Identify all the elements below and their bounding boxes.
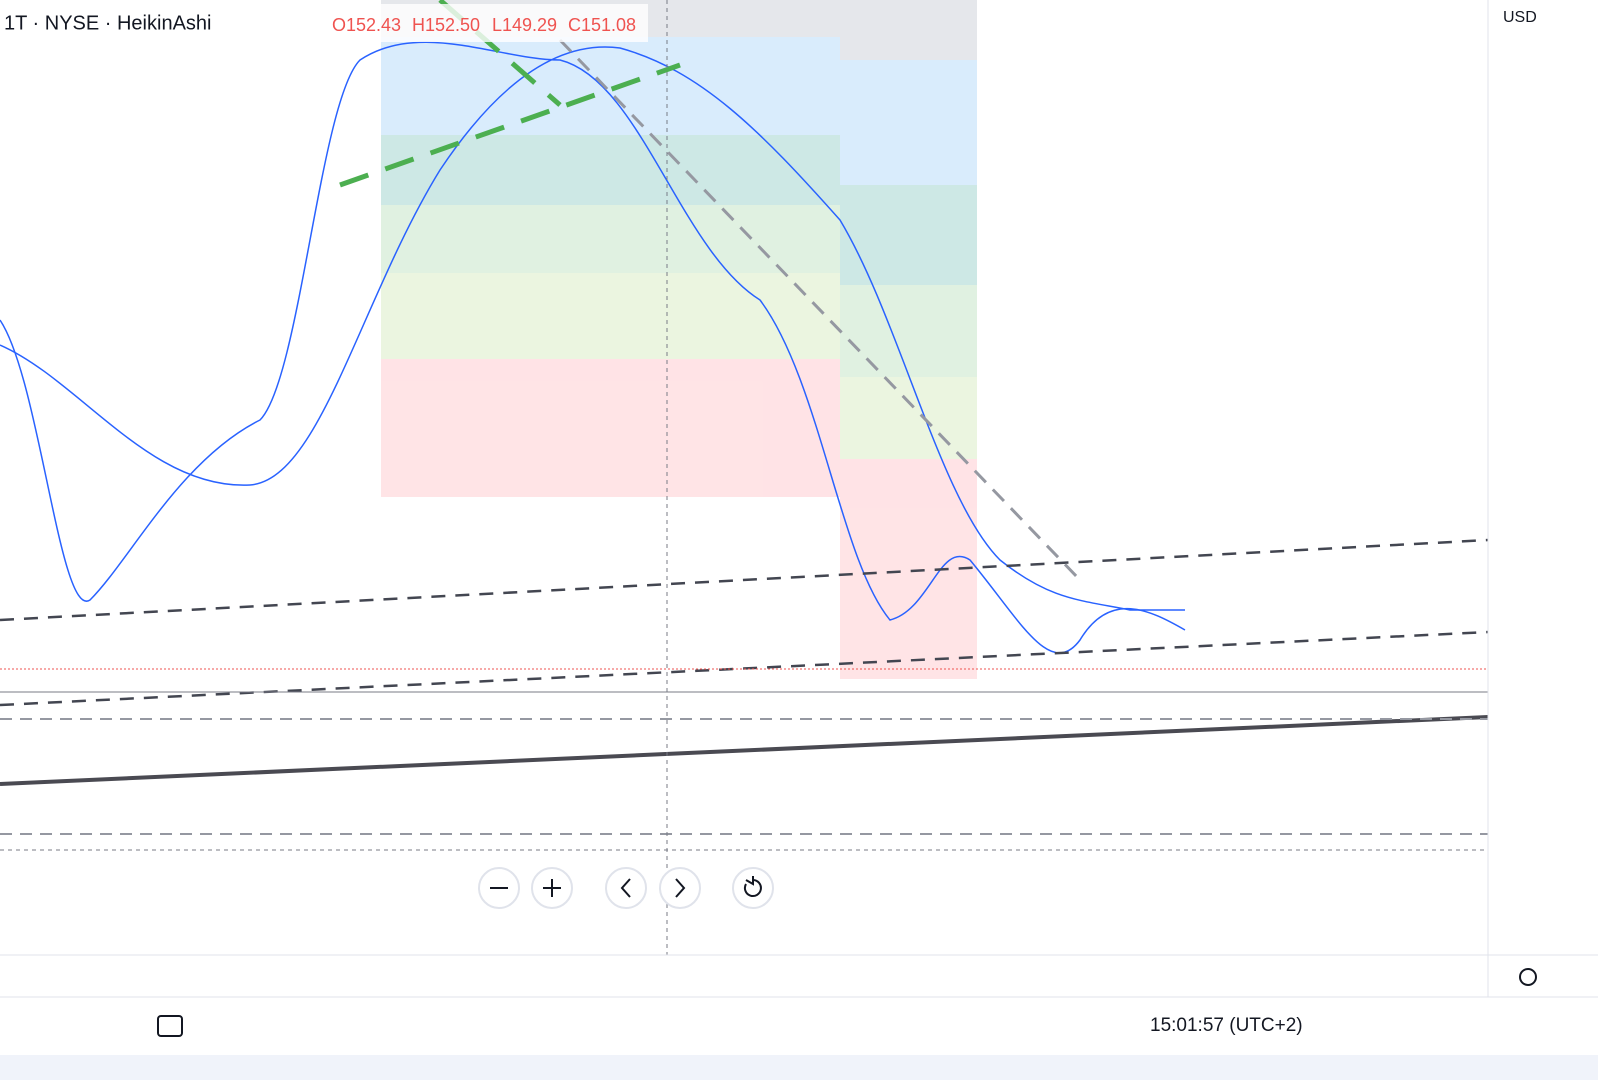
symbol[interactable]: 1T · NYSE · HeikinAshi [4, 12, 211, 34]
trend-line [0, 538, 1489, 622]
fib-box [381, 0, 977, 679]
ohlc-high: H152.50 [412, 15, 480, 35]
date-range-icon[interactable] [157, 1015, 183, 1037]
settings-icon[interactable] [1519, 968, 1537, 986]
ohlc-low: L149.29 [492, 15, 557, 35]
reset[interactable] [732, 867, 774, 909]
support-line [0, 715, 1489, 786]
ma-slow [0, 46, 1185, 611]
scroll-right[interactable] [659, 867, 701, 909]
price-axis [1488, 0, 1598, 955]
clock: 15:01:57 (UTC+2) [1150, 1015, 1303, 1036]
currency[interactable]: USD [1503, 9, 1537, 26]
ohlc-close: C151.08 [568, 15, 636, 35]
zoom-controls [478, 867, 774, 909]
scroll-left[interactable] [605, 867, 647, 909]
ohlc-open: O152.43 [332, 15, 401, 35]
trend-line [339, 62, 681, 188]
bottom-strip [0, 1055, 1598, 1080]
legend-bg [0, 4, 648, 42]
ma-fast [0, 41, 1186, 654]
trend-line [558, 38, 1082, 582]
